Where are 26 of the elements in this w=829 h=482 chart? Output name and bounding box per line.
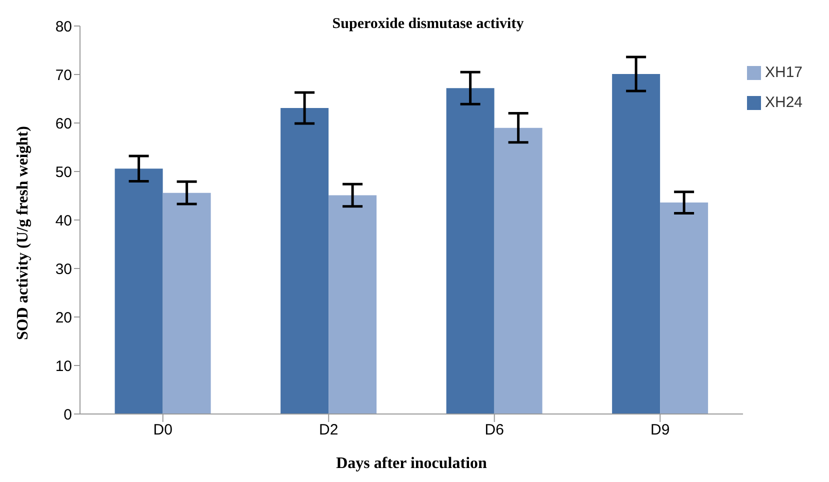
y-tick-label: 20 (55, 309, 72, 326)
chart-title: Superoxide dismutase activity (331, 16, 525, 33)
legend-label: XH24 (765, 94, 803, 111)
y-tick-label: 60 (55, 115, 72, 132)
y-tick-label: 10 (55, 358, 72, 375)
y-axis-title: SOD activity (U/g fresh weight) (14, 126, 32, 340)
y-tick-label: 50 (55, 164, 72, 181)
y-tick-label: 30 (55, 260, 72, 278)
y-tick-label: 40 (55, 212, 72, 230)
bar (446, 88, 494, 414)
y-tick-label: 0 (64, 406, 72, 424)
bar (162, 192, 211, 414)
bar (612, 74, 660, 414)
bar (660, 202, 708, 414)
bar (494, 128, 542, 414)
x-tick-label: D9 (650, 422, 670, 439)
bar (280, 108, 329, 414)
x-tick-label: D6 (484, 422, 504, 439)
bar (328, 195, 377, 414)
y-tick-label: 70 (55, 66, 72, 84)
bar (114, 168, 163, 414)
legend-label: XH17 (765, 64, 803, 81)
x-tick-label: D0 (153, 422, 172, 439)
x-tick-label: D2 (319, 422, 338, 439)
y-tick-label: 80 (55, 18, 72, 36)
x-axis-title: Days after inoculation (336, 455, 488, 472)
